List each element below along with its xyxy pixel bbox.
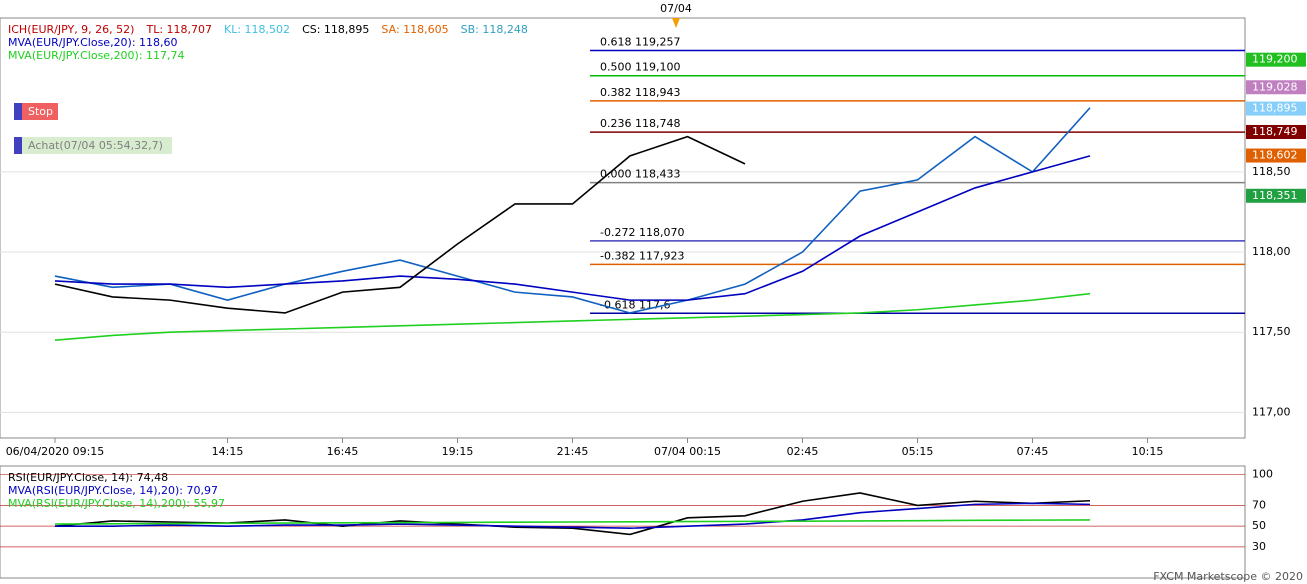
price-tag bbox=[1246, 188, 1306, 203]
header-item: ICH(EUR/JPY, 9, 26, 52) bbox=[8, 23, 134, 36]
legend-entry: MVA(EUR/JPY.Close,20): 118,60 bbox=[8, 36, 178, 49]
date-marker-label: 07/04 bbox=[660, 2, 692, 15]
x-tick-label: 10:15 bbox=[1132, 445, 1164, 458]
price-tag bbox=[1246, 80, 1306, 95]
legend-entry: RSI(EUR/JPY.Close, 14): 74,48 bbox=[8, 471, 168, 484]
y-tick-label: 70 bbox=[1252, 498, 1266, 511]
price-tag bbox=[1246, 124, 1306, 139]
series-line bbox=[54, 519, 1091, 525]
y-tick-label: 100 bbox=[1252, 467, 1273, 480]
x-tick-label: 02:45 bbox=[787, 445, 819, 458]
x-tick-label: 19:15 bbox=[442, 445, 474, 458]
date-marker bbox=[672, 18, 680, 28]
x-tick-label: 06/04/2020 09:15 bbox=[6, 445, 105, 458]
x-tick-label: 07/04 00:15 bbox=[654, 445, 721, 458]
price-tag bbox=[1246, 52, 1306, 67]
fib-label: 0.000 118,433 bbox=[600, 168, 680, 181]
price-tag-label: 118,749 bbox=[1252, 125, 1298, 138]
price-tag-label: 118,895 bbox=[1252, 102, 1298, 115]
price-tag-label: 118,602 bbox=[1252, 149, 1298, 162]
price-tag-label: 119,028 bbox=[1252, 80, 1298, 93]
buy-box bbox=[14, 137, 172, 154]
footer: FXCM Marketscope © 2020 bbox=[1153, 570, 1303, 583]
header-item: CS: 118,895 bbox=[302, 23, 369, 36]
series-line bbox=[54, 107, 1091, 314]
y-tick-label: 117,00 bbox=[1252, 405, 1291, 418]
header-item: TL: 118,707 bbox=[145, 23, 212, 36]
header-item: KL: 118,502 bbox=[224, 23, 290, 36]
price-tag bbox=[1246, 101, 1306, 116]
x-tick-label: 05:15 bbox=[902, 445, 934, 458]
x-tick-label: 21:45 bbox=[557, 445, 589, 458]
legend-entry: MVA(RSI(EUR/JPY.Close, 14),20): 70,97 bbox=[8, 484, 218, 497]
series-line bbox=[54, 155, 1091, 301]
y-tick-label: 117,50 bbox=[1252, 325, 1291, 338]
y-tick-label: 118,00 bbox=[1252, 245, 1291, 258]
price-tag-label: 118,351 bbox=[1252, 189, 1298, 202]
stop-label: Stop bbox=[28, 105, 53, 118]
stop-box bbox=[14, 103, 58, 120]
fib-label: -0.382 117,923 bbox=[600, 249, 684, 262]
x-tick-label: 14:15 bbox=[212, 445, 244, 458]
x-tick-label: 16:45 bbox=[327, 445, 359, 458]
legend-entry: MVA(EUR/JPY.Close,200): 117,74 bbox=[8, 49, 185, 62]
x-tick-label: 07:45 bbox=[1017, 445, 1049, 458]
price-tag-label: 119,200 bbox=[1252, 53, 1298, 66]
y-tick-label: 30 bbox=[1252, 540, 1266, 553]
y-tick-label: 118,50 bbox=[1252, 165, 1291, 178]
buy-flag bbox=[14, 137, 22, 154]
stop-flag bbox=[14, 103, 22, 120]
fib-label: 0.618 119,257 bbox=[600, 36, 680, 49]
main-panel bbox=[0, 17, 1246, 439]
legend-entry: MVA(RSI(EUR/JPY.Close, 14),200): 55,97 bbox=[8, 497, 225, 510]
series-line bbox=[54, 135, 746, 314]
fib-label: 0.500 119,100 bbox=[600, 61, 680, 74]
series-line bbox=[54, 292, 1091, 342]
buy-label: Achat(07/04 05:54,32,7) bbox=[28, 139, 163, 152]
fib-label: -0.272 118,070 bbox=[600, 226, 684, 239]
y-tick-label: 50 bbox=[1252, 519, 1266, 532]
series-line bbox=[55, 502, 1091, 530]
header-item: SA: 118,605 bbox=[381, 23, 448, 36]
fib-label: 0.236 118,748 bbox=[600, 117, 680, 130]
fib-label: 0.382 118,943 bbox=[600, 86, 680, 99]
price-tag bbox=[1246, 148, 1306, 163]
header-item: SB: 118,248 bbox=[461, 23, 528, 36]
